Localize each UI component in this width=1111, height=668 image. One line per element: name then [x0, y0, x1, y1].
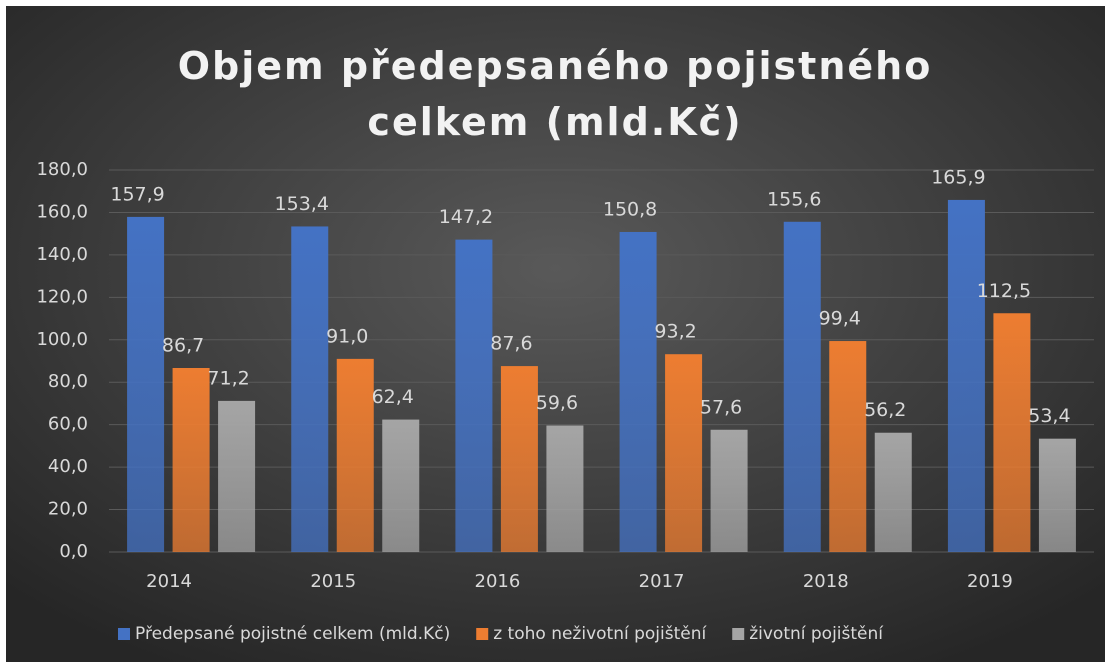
data-label: 155,6 [767, 188, 821, 210]
bar [665, 354, 703, 552]
y-tick-label: 60,0 [48, 414, 88, 435]
bar [546, 425, 584, 552]
bar [127, 216, 165, 552]
legend-label: životní pojištění [749, 624, 884, 644]
legend-swatch [118, 628, 130, 640]
data-label: 71,2 [207, 367, 249, 389]
data-label: 53,4 [1028, 405, 1070, 427]
data-label: 91,0 [326, 325, 368, 347]
data-label: 56,2 [864, 399, 906, 421]
data-label: 147,2 [439, 206, 493, 228]
bar [874, 432, 912, 552]
chart-title: Objem předepsaného pojistného celkem (ml… [177, 44, 933, 144]
x-tick-label: 2016 [475, 571, 521, 592]
data-label: 150,8 [603, 198, 657, 220]
data-label: 62,4 [372, 386, 414, 408]
chart-background [6, 6, 1105, 662]
y-tick-label: 180,0 [36, 159, 88, 180]
bar [1038, 438, 1076, 552]
y-tick-label: 120,0 [36, 286, 88, 307]
x-tick-label: 2014 [146, 571, 192, 592]
data-label: 86,7 [162, 335, 204, 357]
bar [500, 366, 538, 552]
x-tick-label: 2018 [803, 571, 849, 592]
bar [382, 419, 420, 552]
x-tick-label: 2019 [967, 571, 1013, 592]
legend-label: z toho neživotní pojištění [493, 624, 707, 644]
data-label: 153,4 [275, 193, 329, 215]
y-tick-label: 40,0 [48, 456, 88, 477]
x-tick-label: 2017 [639, 571, 685, 592]
data-label: 112,5 [977, 280, 1031, 302]
data-label: 57,6 [700, 396, 742, 418]
bar [829, 341, 867, 552]
legend-swatch [476, 628, 489, 640]
data-label: 87,6 [490, 333, 532, 355]
bar [710, 429, 748, 552]
data-label: 165,9 [931, 166, 985, 188]
data-label: 93,2 [654, 321, 696, 343]
bar [218, 400, 256, 552]
y-tick-label: 140,0 [36, 244, 88, 265]
data-label: 59,6 [536, 392, 578, 414]
y-tick-label: 20,0 [48, 499, 88, 520]
data-label: 157,9 [110, 183, 164, 205]
y-tick-label: 0,0 [59, 541, 88, 562]
bar [619, 231, 657, 553]
y-tick-label: 100,0 [36, 329, 88, 350]
x-tick-label: 2015 [310, 571, 356, 592]
bar [947, 199, 985, 552]
bar [455, 239, 493, 552]
bar [172, 368, 210, 552]
data-label: 99,4 [819, 308, 861, 330]
y-tick-label: 80,0 [48, 371, 88, 392]
bar [993, 313, 1031, 552]
legend-label: Předepsané pojistné celkem (mld.Kč) [135, 624, 450, 644]
bar [291, 226, 329, 552]
bar [783, 221, 821, 552]
y-tick-label: 160,0 [36, 201, 88, 222]
legend-swatch [732, 628, 745, 640]
bar [336, 358, 374, 552]
